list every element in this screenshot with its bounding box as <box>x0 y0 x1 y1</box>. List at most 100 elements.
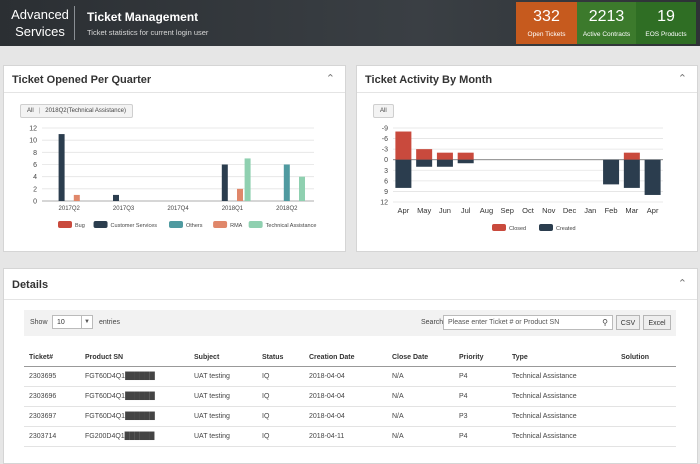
stat-active-contracts[interactable]: 2213 Active Contracts <box>577 2 636 44</box>
excel-button[interactable]: Excel <box>643 315 671 330</box>
cell-ticket[interactable]: 2303714 <box>24 426 80 447</box>
bar-customer-services <box>113 194 119 201</box>
legend-swatch <box>492 224 506 231</box>
entries-value: 10 <box>57 319 65 326</box>
cell-creation-date: 2018-04-11 <box>304 426 387 447</box>
bar-technical-assistance <box>244 158 251 201</box>
x-tick-label: 2018Q2 <box>276 206 298 212</box>
details-table: Ticket# Product SN Subject Status Creati… <box>24 348 676 447</box>
month-panel-title: Ticket Activity By Month <box>365 74 493 86</box>
cell-status: IQ <box>257 386 304 407</box>
cell-solution <box>616 406 676 427</box>
filter-active[interactable]: 2018Q2(Technical Assistance) <box>45 108 126 114</box>
col-close-date[interactable]: Close Date <box>387 348 454 367</box>
cell-ticket[interactable]: 2303695 <box>24 366 80 387</box>
col-subject[interactable]: Subject <box>189 348 257 367</box>
y-tick-label: 6 <box>33 162 37 169</box>
bar-closed <box>416 149 433 160</box>
bar-created <box>644 159 661 195</box>
col-creation-date[interactable]: Creation Date <box>304 348 387 367</box>
y-tick-label: 3 <box>384 168 388 175</box>
bar-closed <box>395 131 412 160</box>
cell-priority: P3 <box>454 406 507 427</box>
filter-all[interactable]: All <box>27 108 34 114</box>
bar-technical-assistance <box>299 176 305 201</box>
x-tick-label: Oct <box>522 206 535 215</box>
x-tick-label: Apr <box>398 206 410 215</box>
table-row[interactable]: 2303714 FG200D4Q1██████ UAT testing IQ 2018-… <box>24 426 676 447</box>
table-row[interactable]: 2303696 FGT60D4Q1██████ UAT testing IQ 2018-… <box>24 386 676 407</box>
collapse-chevron-icon[interactable]: ⌃ <box>677 73 687 85</box>
x-tick-label: 2017Q4 <box>167 206 189 212</box>
collapse-chevron-icon[interactable]: ⌃ <box>677 278 687 290</box>
cell-close-date: N/A <box>387 406 454 427</box>
x-tick-label: Jan <box>584 206 596 215</box>
cell-ticket[interactable]: 2303696 <box>24 386 80 407</box>
brand-title[interactable]: Advanced Services <box>11 7 69 39</box>
search-icon[interactable]: ⚲ <box>602 318 608 327</box>
y-tick-label: 2 <box>33 186 37 193</box>
filter-all[interactable]: All <box>380 108 387 114</box>
col-status[interactable]: Status <box>257 348 304 367</box>
x-tick-label: Jun <box>439 206 451 215</box>
entries-select[interactable]: 10 ▼ <box>52 315 93 329</box>
cell-status: IQ <box>257 426 304 447</box>
y-tick-label: -6 <box>382 136 388 143</box>
stat-eos-products-label: EOS Products <box>645 31 687 38</box>
search-placeholder: Please enter Ticket # or Product SN <box>448 319 560 326</box>
cell-type: Technical Assistance <box>507 366 616 387</box>
csv-button[interactable]: CSV <box>616 315 640 330</box>
bar-closed <box>623 152 640 160</box>
bar-customer-services <box>58 134 65 201</box>
cell-ticket[interactable]: 2303697 <box>24 406 80 427</box>
x-tick-label: Aug <box>480 206 493 215</box>
show-label: Show <box>30 319 48 326</box>
bar-created <box>436 159 453 167</box>
x-tick-label: Jul <box>461 206 471 215</box>
y-tick-label: 9 <box>384 189 388 196</box>
stat-open-tickets[interactable]: 332 Open Tickets <box>516 2 577 44</box>
page-title: Ticket Management <box>87 10 199 24</box>
app-header: Advanced Services Ticket Management Tick… <box>0 0 700 46</box>
col-priority[interactable]: Priority <box>454 348 507 367</box>
stat-eos-products[interactable]: 19 EOS Products <box>636 2 696 44</box>
y-tick-label: 0 <box>33 199 37 206</box>
y-tick-label: -9 <box>382 126 388 133</box>
x-tick-label: Apr <box>647 206 659 215</box>
col-ticket[interactable]: Ticket# <box>24 348 80 367</box>
y-tick-label: 0 <box>384 157 388 164</box>
table-row[interactable]: 2303697 FGT60D4Q1██████ UAT testing IQ 2018-… <box>24 406 676 427</box>
legend-label: Bug <box>75 223 85 229</box>
entries-label: entries <box>99 319 121 326</box>
search-input[interactable]: Please enter Ticket # or Product SN ⚲ <box>443 315 613 330</box>
legend-label: Technical Assistance <box>266 223 317 229</box>
cell-product-sn: FGT60D4Q1██████ <box>80 386 189 407</box>
col-solution[interactable]: Solution <box>616 348 676 367</box>
cell-priority: P4 <box>454 426 507 447</box>
filter-separator: | <box>38 108 41 114</box>
collapse-chevron-icon[interactable]: ⌃ <box>325 73 335 85</box>
month-filter-chip[interactable]: All <box>373 104 394 118</box>
legend-label: RMA <box>230 223 243 229</box>
page-subtitle: Ticket statistics for current login user <box>87 28 209 37</box>
stat-eos-products-value: 19 <box>657 8 675 25</box>
legend-swatch <box>248 221 263 228</box>
cell-priority: P4 <box>454 366 507 387</box>
panel-divider <box>4 299 697 300</box>
x-tick-label: Dec <box>563 206 577 215</box>
col-product-sn[interactable]: Product SN <box>80 348 189 367</box>
col-type[interactable]: Type <box>507 348 616 367</box>
x-tick-label: 2018Q1 <box>222 206 244 212</box>
legend-swatch <box>93 221 108 228</box>
table-row[interactable]: 2303695 FGT60D4Q1██████ UAT testing IQ 2018-… <box>24 366 676 387</box>
header-divider <box>74 6 75 40</box>
quarter-filter-chip[interactable]: All | 2018Q2(Technical Assistance) <box>20 104 133 118</box>
y-tick-label: 10 <box>29 138 37 145</box>
legend-swatch <box>539 224 553 231</box>
legend-label: Created <box>556 226 576 232</box>
cell-priority: P4 <box>454 386 507 407</box>
legend-swatch <box>213 221 228 228</box>
quarter-panel: Ticket Opened Per Quarter ⌃ All | 2018Q2(T… <box>3 65 346 252</box>
table-body: 2303695 FGT60D4Q1██████ UAT testing IQ 2018-… <box>24 366 676 447</box>
x-tick-label: Sep <box>501 206 514 215</box>
